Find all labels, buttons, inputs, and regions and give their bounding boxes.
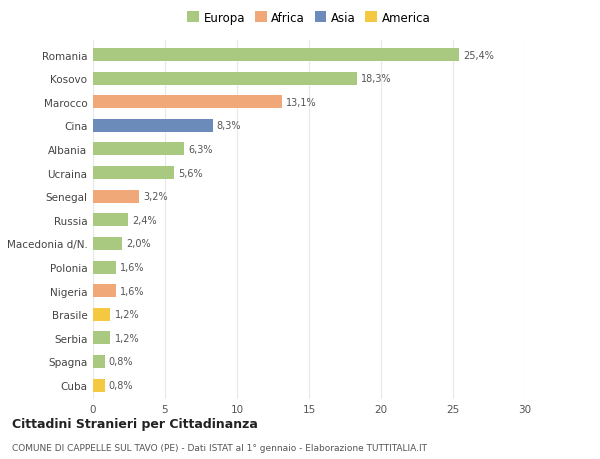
Legend: Europa, Africa, Asia, America: Europa, Africa, Asia, America: [184, 8, 434, 28]
Bar: [93, 379, 104, 392]
Text: COMUNE DI CAPPELLE SUL TAVO (PE) - Dati ISTAT al 1° gennaio - Elaborazione TUTTI: COMUNE DI CAPPELLE SUL TAVO (PE) - Dati …: [12, 443, 427, 452]
Bar: [93, 214, 128, 227]
Bar: [93, 285, 116, 297]
Text: 2,0%: 2,0%: [126, 239, 151, 249]
Bar: [93, 190, 139, 203]
Bar: [93, 73, 356, 85]
Bar: [93, 331, 110, 345]
Bar: [93, 261, 116, 274]
Text: 18,3%: 18,3%: [361, 74, 391, 84]
Text: 5,6%: 5,6%: [178, 168, 203, 178]
Bar: [93, 355, 104, 368]
Text: 1,6%: 1,6%: [121, 263, 145, 273]
Text: 25,4%: 25,4%: [463, 50, 494, 61]
Text: 2,4%: 2,4%: [132, 215, 157, 225]
Bar: [93, 308, 110, 321]
Text: 0,8%: 0,8%: [109, 380, 133, 390]
Text: 3,2%: 3,2%: [143, 192, 168, 202]
Bar: [93, 237, 122, 250]
Text: 13,1%: 13,1%: [286, 98, 317, 107]
Bar: [93, 49, 459, 62]
Text: 0,8%: 0,8%: [109, 357, 133, 367]
Text: 6,3%: 6,3%: [188, 145, 212, 155]
Text: 1,2%: 1,2%: [115, 309, 139, 319]
Bar: [93, 167, 173, 179]
Text: 1,6%: 1,6%: [121, 286, 145, 296]
Bar: [93, 120, 212, 133]
Text: Cittadini Stranieri per Cittadinanza: Cittadini Stranieri per Cittadinanza: [12, 417, 258, 430]
Bar: [93, 143, 184, 156]
Bar: [93, 96, 281, 109]
Text: 1,2%: 1,2%: [115, 333, 139, 343]
Text: 8,3%: 8,3%: [217, 121, 241, 131]
